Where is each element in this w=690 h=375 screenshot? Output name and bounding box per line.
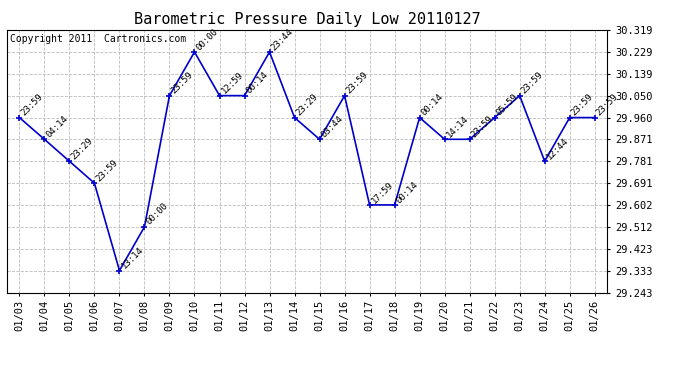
Text: 12:44: 12:44 bbox=[544, 136, 570, 161]
Text: 00:00: 00:00 bbox=[144, 201, 170, 227]
Text: 23:59: 23:59 bbox=[520, 70, 545, 96]
Text: 23:59: 23:59 bbox=[570, 92, 595, 118]
Text: 23:44: 23:44 bbox=[270, 27, 295, 52]
Text: 23:59: 23:59 bbox=[170, 70, 195, 96]
Text: 23:29: 23:29 bbox=[70, 136, 95, 161]
Text: 13:14: 13:14 bbox=[119, 245, 145, 270]
Text: 17:59: 17:59 bbox=[370, 180, 395, 205]
Text: 23:59: 23:59 bbox=[344, 70, 370, 96]
Text: 00:00: 00:00 bbox=[195, 27, 220, 52]
Text: 23:59: 23:59 bbox=[470, 114, 495, 139]
Text: 23:59: 23:59 bbox=[19, 92, 45, 118]
Text: 23:59: 23:59 bbox=[95, 158, 120, 183]
Text: 14:14: 14:14 bbox=[444, 114, 470, 139]
Text: 00:14: 00:14 bbox=[420, 92, 445, 118]
Text: 12:59: 12:59 bbox=[219, 70, 245, 96]
Text: 03:44: 03:44 bbox=[319, 114, 345, 139]
Text: 05:59: 05:59 bbox=[495, 92, 520, 118]
Text: 23:59: 23:59 bbox=[595, 92, 620, 118]
Text: 00:14: 00:14 bbox=[244, 70, 270, 96]
Text: Copyright 2011  Cartronics.com: Copyright 2011 Cartronics.com bbox=[10, 34, 186, 44]
Title: Barometric Pressure Daily Low 20110127: Barometric Pressure Daily Low 20110127 bbox=[134, 12, 480, 27]
Text: 23:29: 23:29 bbox=[295, 92, 320, 118]
Text: 00:14: 00:14 bbox=[395, 180, 420, 205]
Text: 04:14: 04:14 bbox=[44, 114, 70, 139]
